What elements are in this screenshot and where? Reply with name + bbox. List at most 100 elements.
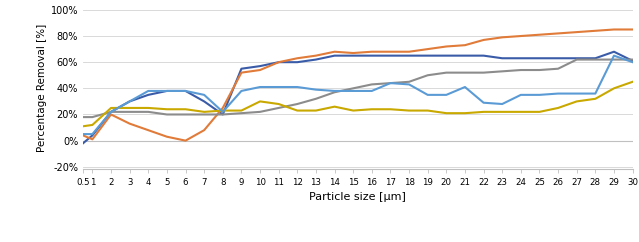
- 25-Aug: [163, 113, 171, 116]
- 10-Sep: [592, 92, 599, 95]
- 25-Aug: [89, 116, 96, 119]
- 10-Sep: [256, 86, 264, 89]
- 25-Aug: [368, 83, 376, 86]
- 25-Aug: [405, 80, 413, 83]
- 12-Aug: [312, 58, 320, 61]
- 31-Aug: [238, 109, 245, 112]
- 31-Aug: [405, 109, 413, 112]
- 10-Sep: [535, 93, 543, 96]
- 25-Aug: [610, 58, 618, 61]
- 10-Sep: [89, 133, 96, 136]
- 18-Aug: [610, 28, 618, 31]
- 18-Aug: [144, 129, 152, 132]
- 25-Aug: [312, 97, 320, 100]
- 25-Aug: [219, 113, 227, 116]
- 18-Aug: [573, 31, 581, 34]
- 10-Sep: [144, 90, 152, 92]
- 12-Aug: [331, 54, 339, 57]
- 12-Aug: [610, 50, 618, 53]
- 31-Aug: [554, 106, 562, 109]
- 12-Aug: [293, 61, 301, 64]
- 18-Aug: [163, 135, 171, 138]
- 10-Sep: [293, 86, 301, 89]
- 10-Sep: [461, 86, 469, 89]
- 12-Aug: [498, 57, 506, 60]
- 12-Aug: [79, 142, 87, 145]
- 12-Aug: [350, 54, 357, 57]
- 12-Aug: [163, 90, 171, 92]
- 12-Aug: [200, 100, 208, 103]
- 31-Aug: [126, 106, 134, 109]
- 12-Aug: [275, 61, 282, 64]
- Line: 10-Sep: 10-Sep: [83, 56, 633, 134]
- 12-Aug: [126, 100, 134, 103]
- 31-Aug: [293, 109, 301, 112]
- 25-Aug: [126, 110, 134, 113]
- 25-Aug: [592, 58, 599, 61]
- 10-Sep: [405, 83, 413, 86]
- 31-Aug: [498, 110, 506, 113]
- 25-Aug: [275, 106, 282, 109]
- 18-Aug: [219, 106, 227, 109]
- 10-Sep: [424, 93, 431, 96]
- 18-Aug: [200, 129, 208, 132]
- 31-Aug: [592, 97, 599, 100]
- 25-Aug: [200, 113, 208, 116]
- 12-Aug: [368, 54, 376, 57]
- 31-Aug: [163, 108, 171, 111]
- 18-Aug: [79, 134, 87, 137]
- 31-Aug: [107, 106, 115, 109]
- 12-Aug: [387, 54, 394, 57]
- 12-Aug: [181, 90, 189, 92]
- 12-Aug: [107, 110, 115, 113]
- 10-Sep: [442, 93, 450, 96]
- 12-Aug: [480, 54, 488, 57]
- 18-Aug: [331, 50, 339, 53]
- 31-Aug: [331, 105, 339, 108]
- 31-Aug: [461, 112, 469, 115]
- 31-Aug: [200, 110, 208, 113]
- 10-Sep: [387, 82, 394, 84]
- 18-Aug: [126, 122, 134, 125]
- 25-Aug: [554, 67, 562, 70]
- 10-Sep: [107, 110, 115, 113]
- 18-Aug: [368, 50, 376, 53]
- 25-Aug: [79, 116, 87, 119]
- Line: 31-Aug: 31-Aug: [83, 82, 633, 126]
- 10-Sep: [610, 54, 618, 57]
- 25-Aug: [442, 71, 450, 74]
- 31-Aug: [181, 108, 189, 111]
- 18-Aug: [498, 36, 506, 39]
- 31-Aug: [610, 87, 618, 90]
- 25-Aug: [107, 110, 115, 113]
- 10-Sep: [554, 92, 562, 95]
- 25-Aug: [238, 112, 245, 115]
- 25-Aug: [424, 74, 431, 77]
- 12-Aug: [535, 57, 543, 60]
- 18-Aug: [293, 57, 301, 60]
- 18-Aug: [424, 48, 431, 51]
- 18-Aug: [387, 50, 394, 53]
- 18-Aug: [517, 35, 525, 38]
- 31-Aug: [424, 109, 431, 112]
- 18-Aug: [629, 28, 636, 31]
- 10-Sep: [573, 92, 581, 95]
- 12-Aug: [554, 57, 562, 60]
- 31-Aug: [350, 109, 357, 112]
- 12-Aug: [442, 54, 450, 57]
- Y-axis label: Percentage Removal [%]: Percentage Removal [%]: [36, 24, 47, 152]
- 18-Aug: [107, 113, 115, 116]
- 10-Sep: [312, 88, 320, 91]
- 10-Sep: [79, 133, 87, 136]
- 18-Aug: [554, 32, 562, 35]
- 10-Sep: [181, 90, 189, 92]
- 12-Aug: [144, 93, 152, 96]
- 31-Aug: [89, 123, 96, 126]
- 10-Sep: [126, 100, 134, 103]
- 31-Aug: [368, 108, 376, 111]
- 12-Aug: [256, 65, 264, 68]
- 18-Aug: [592, 29, 599, 32]
- 10-Sep: [200, 93, 208, 96]
- 18-Aug: [275, 61, 282, 64]
- 18-Aug: [256, 68, 264, 71]
